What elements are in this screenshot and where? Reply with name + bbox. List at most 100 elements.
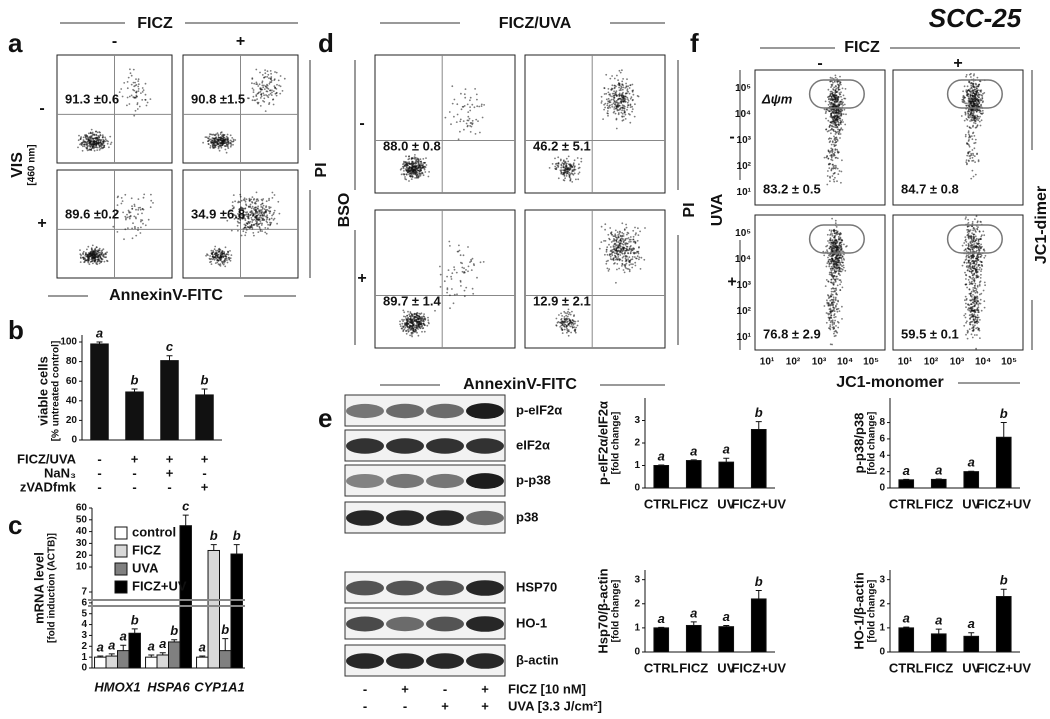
event-dot: [832, 282, 835, 285]
event-dot: [840, 243, 843, 246]
event-dot: [827, 280, 830, 283]
event-dot: [839, 254, 841, 257]
event-dot: [268, 218, 271, 220]
event-dot: [268, 207, 271, 210]
event-dot: [979, 93, 981, 96]
event-dot: [220, 257, 223, 259]
event-dot: [970, 112, 973, 115]
event-dot: [93, 149, 96, 152]
event-dot: [273, 194, 276, 196]
event-dot: [135, 208, 137, 211]
event-dot: [86, 149, 89, 152]
event-dot: [972, 154, 975, 157]
event-dot: [970, 154, 973, 157]
event-dot: [972, 226, 975, 229]
event-dot: [824, 285, 827, 287]
event-dot: [231, 137, 234, 139]
event-dot: [264, 211, 266, 214]
event-dot: [80, 257, 82, 259]
event-dot: [620, 252, 623, 254]
event-dot: [563, 323, 566, 326]
event-dot: [976, 87, 978, 90]
event-dot: [127, 209, 130, 212]
event-dot: [446, 287, 449, 290]
event-dot: [133, 215, 136, 218]
event-dot: [971, 105, 974, 108]
event-dot: [98, 262, 101, 265]
event-dot: [826, 244, 829, 247]
event-dot: [405, 167, 408, 169]
event-dot: [834, 133, 837, 135]
column-sign: -: [112, 33, 117, 50]
event-dot: [406, 329, 409, 331]
event-dot: [979, 89, 981, 92]
event-dot: [627, 249, 630, 252]
event-dot: [963, 85, 966, 88]
event-dot: [615, 117, 618, 120]
event-dot: [410, 169, 413, 172]
event-dot: [825, 128, 828, 131]
event-dot: [831, 324, 834, 326]
event-dot: [975, 215, 978, 218]
event-dot: [561, 332, 564, 334]
event-dot: [251, 205, 254, 208]
event-dot: [235, 216, 238, 219]
event-dot: [615, 107, 617, 110]
event-dot: [634, 226, 636, 229]
event-dot: [625, 262, 628, 265]
event-dot: [969, 157, 972, 160]
event-dot: [475, 93, 478, 96]
event-dot: [417, 163, 420, 166]
event-dot: [980, 91, 982, 93]
event-dot: [826, 301, 829, 304]
event-dot: [831, 258, 834, 261]
event-dot: [412, 169, 414, 171]
event-dot: [77, 139, 80, 142]
event-dot: [975, 91, 977, 93]
event-dot: [232, 207, 235, 210]
event-dot: [832, 298, 835, 301]
event-dot: [835, 305, 837, 308]
event-dot: [258, 225, 261, 228]
event-dot: [88, 255, 90, 258]
event-dot: [265, 86, 268, 89]
event-dot: [416, 316, 418, 319]
event-dot: [424, 166, 427, 169]
event-dot: [833, 229, 836, 232]
event-dot: [612, 111, 615, 114]
event-dot: [619, 245, 622, 248]
event-dot: [120, 88, 123, 90]
event-dot: [254, 213, 257, 215]
event-dot: [106, 259, 108, 262]
event-dot: [833, 124, 836, 126]
event-dot: [95, 133, 97, 136]
event-dot: [605, 248, 608, 251]
event-dot: [141, 87, 144, 89]
event-dot: [221, 255, 224, 258]
event-dot: [837, 124, 840, 126]
event-dot: [984, 254, 987, 257]
event-dot: [465, 122, 468, 125]
event-dot: [251, 82, 253, 85]
event-dot: [965, 90, 968, 93]
event-dot: [211, 133, 214, 136]
event-dot: [974, 173, 977, 176]
event-dot: [259, 222, 262, 225]
event-dot: [224, 140, 227, 143]
event-dot: [627, 85, 629, 88]
event-dot: [834, 298, 837, 300]
x-axis-label: JC1-monomer: [836, 374, 944, 391]
event-dot: [978, 109, 980, 112]
event-dot: [830, 265, 833, 268]
event-dot: [623, 111, 626, 114]
event-dot: [976, 117, 979, 120]
event-dot: [89, 138, 92, 141]
column-sign: +: [236, 33, 245, 50]
event-dot: [141, 99, 144, 101]
event-dot: [842, 101, 844, 104]
event-dot: [405, 329, 408, 332]
event-dot: [97, 254, 100, 257]
event-dot: [606, 104, 609, 107]
event-dot: [278, 84, 280, 87]
event-dot: [829, 324, 832, 326]
